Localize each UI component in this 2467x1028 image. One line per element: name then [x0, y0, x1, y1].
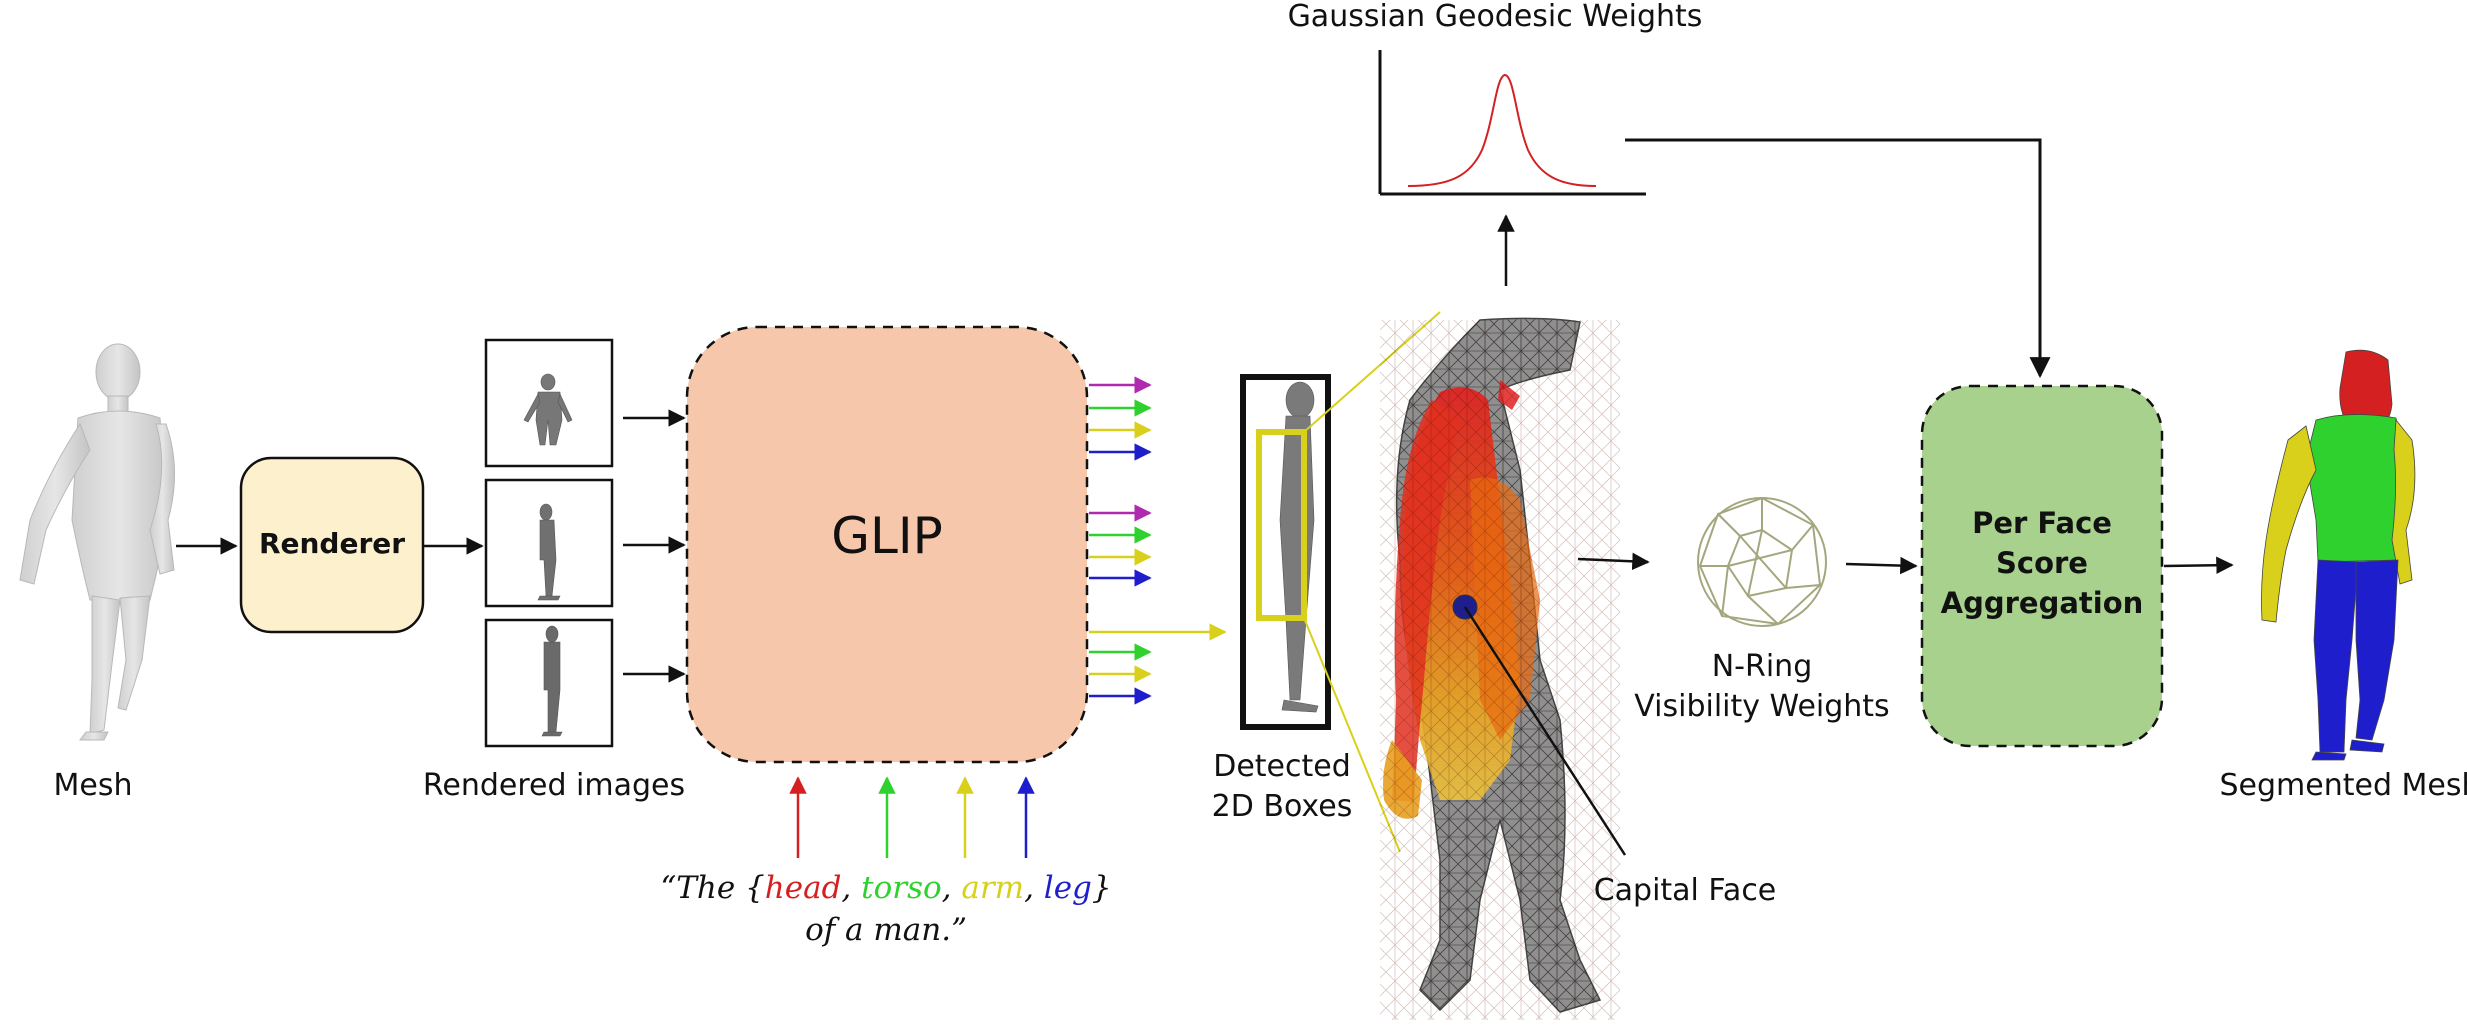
- aggregation-line2: Score: [1996, 546, 2088, 580]
- detection-label-line1: Detected: [1213, 749, 1351, 784]
- arrow-mesh-to-visibility: [1577, 552, 1650, 571]
- visibility-label-line2: Visibility Weights: [1634, 689, 1889, 724]
- heatmap-mesh-figure: [1380, 317, 1620, 1020]
- prompt-close: }: [1092, 870, 1112, 906]
- gaussian-curve: [1407, 73, 1597, 187]
- prompt-word-head: head: [765, 870, 842, 906]
- prompt-line1: “The {head, torso, arm, leg}: [660, 870, 1111, 906]
- glip-box: [685, 325, 1089, 764]
- renderer-label: Renderer: [259, 527, 405, 560]
- visibility-label-line1: N-Ring: [1712, 649, 1813, 684]
- detected-arm-box: [1256, 429, 1307, 621]
- detection-label-line2: 2D Boxes: [1212, 789, 1353, 824]
- prompt-sep-2: ,: [942, 870, 962, 906]
- prompt-line2: of a man.”: [805, 912, 967, 948]
- rendered-image-3: [484, 618, 614, 748]
- aggregation-line3: Aggregation: [1941, 586, 2144, 620]
- arrow-aggregation-to-output: [2163, 556, 2234, 574]
- prompt-word-leg: leg: [1044, 870, 1092, 906]
- mesh-label: Mesh: [54, 768, 133, 803]
- segmented-mesh-figure: [2261, 349, 2416, 761]
- prompt-open: “The {: [660, 870, 764, 906]
- geodesic-sphere-icon: [1697, 496, 1827, 627]
- glip-label: GLIP: [831, 507, 943, 565]
- prompt-word-arm: arm: [961, 870, 1024, 906]
- glip-output-group-1: [1089, 376, 1152, 461]
- segmented-mesh-label: Segmented Mesh: [2219, 768, 2467, 803]
- prompt-sep-1: ,: [841, 870, 861, 906]
- rendered-images-label: Rendered images: [423, 768, 685, 803]
- glip-output-group-2: [1089, 504, 1152, 587]
- aggregation-line1: Per Face: [1972, 506, 2112, 540]
- prompt-sep-3: ,: [1024, 870, 1044, 906]
- aggregation-box: [1920, 384, 2164, 748]
- capital-face-label: Capital Face: [1594, 873, 1777, 908]
- glip-output-group-3: [1089, 643, 1152, 705]
- input-mesh-figure: [19, 343, 175, 741]
- gaussian-weights-label: Gaussian Geodesic Weights: [1288, 0, 1703, 34]
- capital-face-pointer: [1463, 606, 1627, 856]
- rendered-image-2: [484, 478, 614, 608]
- rendered-image-1: [484, 338, 614, 468]
- detection-image: [1240, 374, 1331, 730]
- arrow-visibility-to-aggregation: [1845, 556, 1918, 575]
- prompt-word-torso: torso: [861, 870, 942, 906]
- arrow-gaussian-to-aggregation: [1625, 138, 2051, 379]
- gaussian-plot: [1378, 50, 1646, 196]
